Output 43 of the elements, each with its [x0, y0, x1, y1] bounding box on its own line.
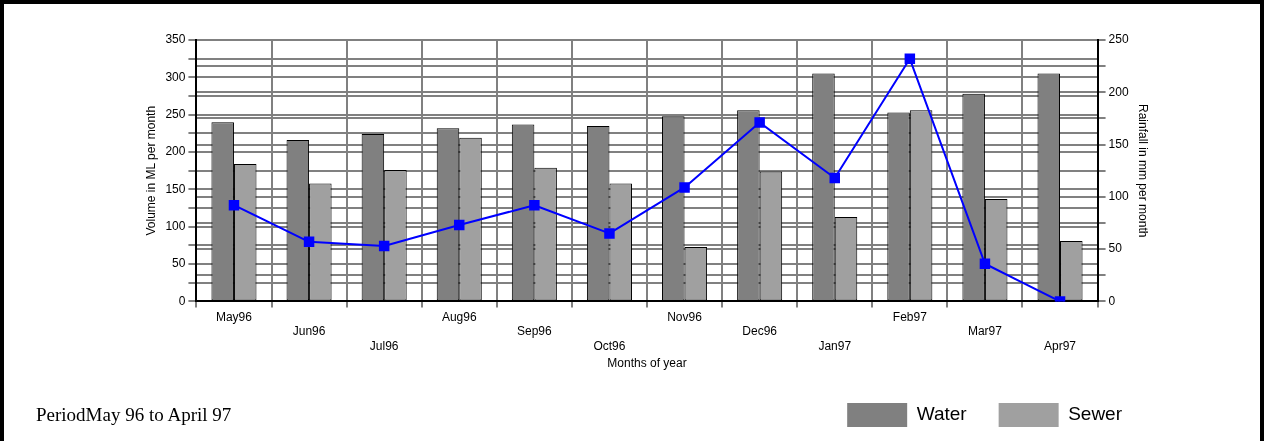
- x-tick-label: Jul96: [369, 338, 399, 353]
- point: [679, 182, 690, 193]
- y-tick-label: 50: [172, 256, 186, 271]
- point: [228, 199, 240, 211]
- x-axis-title: Months of year: [607, 356, 687, 371]
- legend-label: Water: [916, 403, 968, 425]
- y-tick-label: 350: [165, 32, 186, 47]
- point: [979, 258, 991, 269]
- y-tick-label: 300: [165, 69, 186, 84]
- point: [829, 172, 840, 184]
- point: [904, 53, 916, 65]
- x-tick-label: Apr97: [1044, 338, 1077, 353]
- text: PeriodMay 96 to April 97: [36, 404, 232, 426]
- y2-tick-label: 100: [1108, 189, 1129, 204]
- y-tick-label: 200: [165, 144, 186, 159]
- point: [303, 236, 315, 248]
- y-tick-label: 0: [178, 293, 186, 308]
- point: [378, 240, 390, 252]
- point: [604, 228, 615, 239]
- x-tick-label: Dec96: [742, 324, 778, 339]
- point: [454, 219, 465, 231]
- x-tick-label: Jan97: [818, 338, 852, 353]
- legend-label: Sewer: [1068, 403, 1123, 425]
- y-axis-title: Volume in ML per month: [143, 105, 158, 236]
- x-tick-label: May96: [215, 309, 253, 324]
- y-tick-label: 150: [165, 181, 186, 196]
- y2-tick-label: 50: [1108, 241, 1123, 256]
- y2-tick-label: 200: [1108, 84, 1129, 99]
- y2-tick-label: 0: [1108, 293, 1116, 308]
- x-tick-label: Aug96: [441, 309, 477, 324]
- x-tick-label: Oct96: [593, 338, 626, 353]
- y-tick-label: 250: [165, 107, 186, 121]
- x-tick-label: Feb97: [892, 309, 928, 324]
- y2-tick-label: 250: [1108, 32, 1129, 47]
- point: [754, 117, 765, 128]
- y2-tick-label: 150: [1108, 136, 1129, 151]
- x-tick-label: Nov96: [667, 309, 703, 324]
- x-tick-label: Jun96: [292, 324, 326, 339]
- y-tick-label: 100: [165, 219, 186, 234]
- x-tick-label: Mar97: [967, 324, 1003, 339]
- point: [529, 199, 540, 211]
- x-tick-label: Sep96: [517, 324, 553, 339]
- y2-axis-title: Rainfall in mm per month: [1136, 104, 1151, 238]
